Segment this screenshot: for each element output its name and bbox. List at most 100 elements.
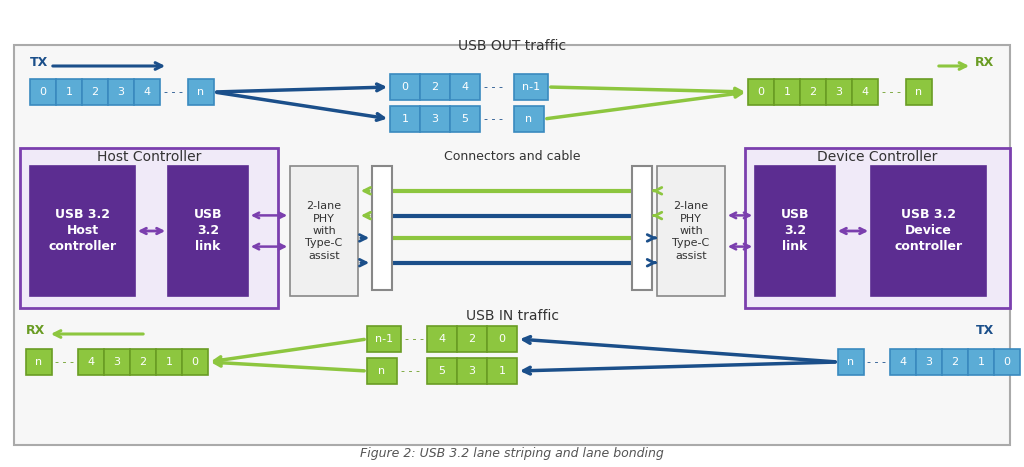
Bar	[457, 358, 487, 384]
Text: 4: 4	[438, 334, 445, 344]
Bar	[420, 74, 450, 100]
Text: RX: RX	[975, 56, 994, 69]
Text: 3: 3	[836, 87, 843, 97]
Bar	[942, 349, 968, 375]
Bar	[372, 166, 392, 290]
Text: 0: 0	[499, 334, 506, 344]
Text: 3: 3	[926, 357, 933, 367]
Text: 2: 2	[468, 334, 475, 344]
Bar	[871, 166, 986, 296]
Bar	[78, 349, 104, 375]
Text: 2: 2	[91, 87, 98, 97]
Text: n: n	[525, 114, 532, 124]
Bar	[427, 358, 457, 384]
Bar	[800, 79, 826, 105]
Text: - - -: - - -	[401, 366, 420, 376]
Bar	[838, 349, 864, 375]
Text: USB 3.2
Host
controller: USB 3.2 Host controller	[48, 208, 117, 254]
Text: USB
3.2
link: USB 3.2 link	[780, 208, 809, 254]
Text: - - -: - - -	[867, 357, 886, 367]
Bar	[994, 349, 1020, 375]
Text: TX: TX	[976, 324, 994, 337]
Bar	[367, 326, 401, 352]
Text: 2: 2	[809, 87, 816, 97]
Bar	[156, 349, 182, 375]
Bar	[745, 148, 1010, 308]
Text: 3: 3	[118, 87, 125, 97]
Bar	[14, 45, 1010, 445]
Bar	[457, 326, 487, 352]
Text: 4: 4	[861, 87, 868, 97]
Bar	[755, 166, 835, 296]
Text: USB
3.2
link: USB 3.2 link	[194, 208, 222, 254]
Text: - - -: - - -	[164, 87, 183, 97]
Text: 4: 4	[462, 82, 469, 92]
Bar	[26, 349, 52, 375]
Bar	[82, 79, 108, 105]
Text: 0: 0	[1004, 357, 1011, 367]
Bar	[487, 326, 517, 352]
Text: - - -: - - -	[55, 357, 74, 367]
Text: n: n	[198, 87, 205, 97]
Text: TX: TX	[30, 56, 48, 69]
Bar	[450, 106, 480, 132]
Text: 1: 1	[401, 114, 409, 124]
Bar	[487, 358, 517, 384]
Text: 0: 0	[191, 357, 199, 367]
Bar	[108, 79, 134, 105]
Bar	[390, 74, 420, 100]
Text: - - -: - - -	[484, 114, 503, 124]
Bar	[968, 349, 994, 375]
Text: 1: 1	[978, 357, 984, 367]
Text: 5: 5	[438, 366, 445, 376]
Bar	[30, 166, 135, 296]
Bar	[367, 358, 397, 384]
Bar	[890, 349, 916, 375]
Text: n: n	[848, 357, 855, 367]
Bar	[826, 79, 852, 105]
Bar	[514, 74, 548, 100]
Text: 2: 2	[431, 82, 438, 92]
Text: 1: 1	[166, 357, 172, 367]
Bar	[450, 74, 480, 100]
Bar	[290, 166, 358, 296]
Bar	[390, 106, 420, 132]
Bar	[774, 79, 800, 105]
Bar	[748, 79, 774, 105]
Text: - - -: - - -	[484, 82, 503, 92]
Bar	[514, 106, 544, 132]
Text: n: n	[36, 357, 43, 367]
Bar	[420, 106, 450, 132]
Bar	[30, 79, 56, 105]
Text: USB OUT traffic: USB OUT traffic	[458, 39, 566, 53]
Text: 0: 0	[40, 87, 46, 97]
Text: - - -: - - -	[882, 87, 901, 97]
Bar	[20, 148, 278, 308]
Text: 3: 3	[431, 114, 438, 124]
Text: USB IN traffic: USB IN traffic	[466, 309, 558, 323]
Text: - - -: - - -	[406, 334, 424, 344]
Bar	[56, 79, 82, 105]
Text: Device Controller: Device Controller	[817, 150, 938, 164]
Text: USB 3.2
Device
controller: USB 3.2 Device controller	[894, 208, 963, 254]
Bar	[427, 326, 457, 352]
Text: 5: 5	[462, 114, 469, 124]
Text: n-1: n-1	[522, 82, 540, 92]
Text: 4: 4	[899, 357, 906, 367]
Text: 1: 1	[66, 87, 73, 97]
Text: 1: 1	[783, 87, 791, 97]
Text: 0: 0	[401, 82, 409, 92]
Text: 4: 4	[143, 87, 151, 97]
Bar	[657, 166, 725, 296]
Text: Connectors and cable: Connectors and cable	[443, 149, 581, 163]
Text: 1: 1	[499, 366, 506, 376]
Bar	[632, 166, 652, 290]
Text: n-1: n-1	[375, 334, 393, 344]
Text: 2: 2	[139, 357, 146, 367]
Text: 2-lane
PHY
with
Type-C
assist: 2-lane PHY with Type-C assist	[673, 201, 710, 261]
Text: n: n	[915, 87, 923, 97]
Text: 2-lane
PHY
with
Type-C
assist: 2-lane PHY with Type-C assist	[305, 201, 343, 261]
Text: 0: 0	[758, 87, 765, 97]
Text: 3: 3	[114, 357, 121, 367]
Bar	[188, 79, 214, 105]
